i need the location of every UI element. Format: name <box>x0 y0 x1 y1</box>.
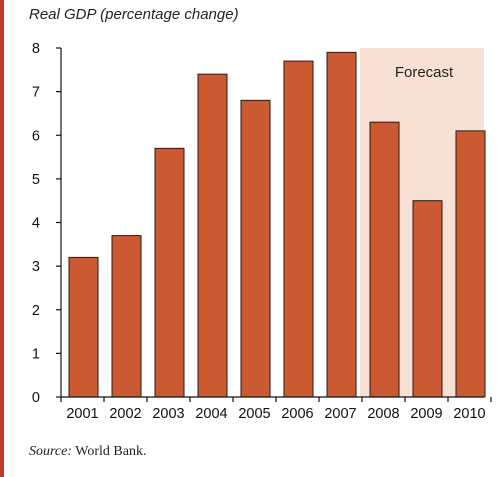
source-label: Source: <box>29 444 73 459</box>
x-tick-label-2007: 2007 <box>324 406 356 422</box>
axes: 0 1 2 3 4 5 6 7 8 2001 2002 2003 2004 2005 2006 2007 200… <box>32 41 492 422</box>
bar-series <box>68 51 486 398</box>
left-accent-rule <box>0 0 4 477</box>
bar-2006 <box>283 60 314 398</box>
x-tick-label-2003: 2003 <box>152 406 184 422</box>
y-tick-label-0: 0 <box>32 390 40 406</box>
bar-chart: Forecast 0 1 2 3 4 5 6 7 8 2001 2002 2003 2004 2005 20… <box>32 41 492 422</box>
bar-2009 <box>412 200 443 398</box>
bar-2007 <box>326 51 357 398</box>
bar-2005 <box>240 99 271 398</box>
bar-2004 <box>197 73 228 398</box>
x-tick-label-2009: 2009 <box>410 406 442 422</box>
y-tick-label-1: 1 <box>32 346 40 362</box>
x-tick-label-2008: 2008 <box>367 406 399 422</box>
y-tick-label-2: 2 <box>32 303 40 319</box>
bar-2003 <box>154 147 185 398</box>
bar-2001 <box>68 256 99 398</box>
source-text: World Bank. <box>72 444 147 459</box>
y-tick-label-3: 3 <box>32 259 40 275</box>
source-note: Source: World Bank. <box>29 444 146 460</box>
y-tick-label-7: 7 <box>32 85 40 101</box>
bar-2002 <box>111 235 142 398</box>
y-tick-label-6: 6 <box>32 128 40 144</box>
y-tick-label-8: 8 <box>32 41 40 57</box>
bar-2008 <box>369 121 400 398</box>
forecast-label: Forecast <box>395 64 454 81</box>
chart-title: Real GDP (percentage change) <box>29 6 239 23</box>
x-tick-label-2001: 2001 <box>66 406 98 422</box>
y-tick-label-5: 5 <box>32 172 40 188</box>
bar-2010 <box>455 130 486 398</box>
x-tick-label-2006: 2006 <box>281 406 313 422</box>
x-tick-label-2002: 2002 <box>109 406 141 422</box>
y-tick-label-4: 4 <box>32 216 40 232</box>
x-tick-label-2005: 2005 <box>238 406 270 422</box>
x-tick-label-2004: 2004 <box>195 406 227 422</box>
x-tick-label-2010: 2010 <box>453 406 485 422</box>
